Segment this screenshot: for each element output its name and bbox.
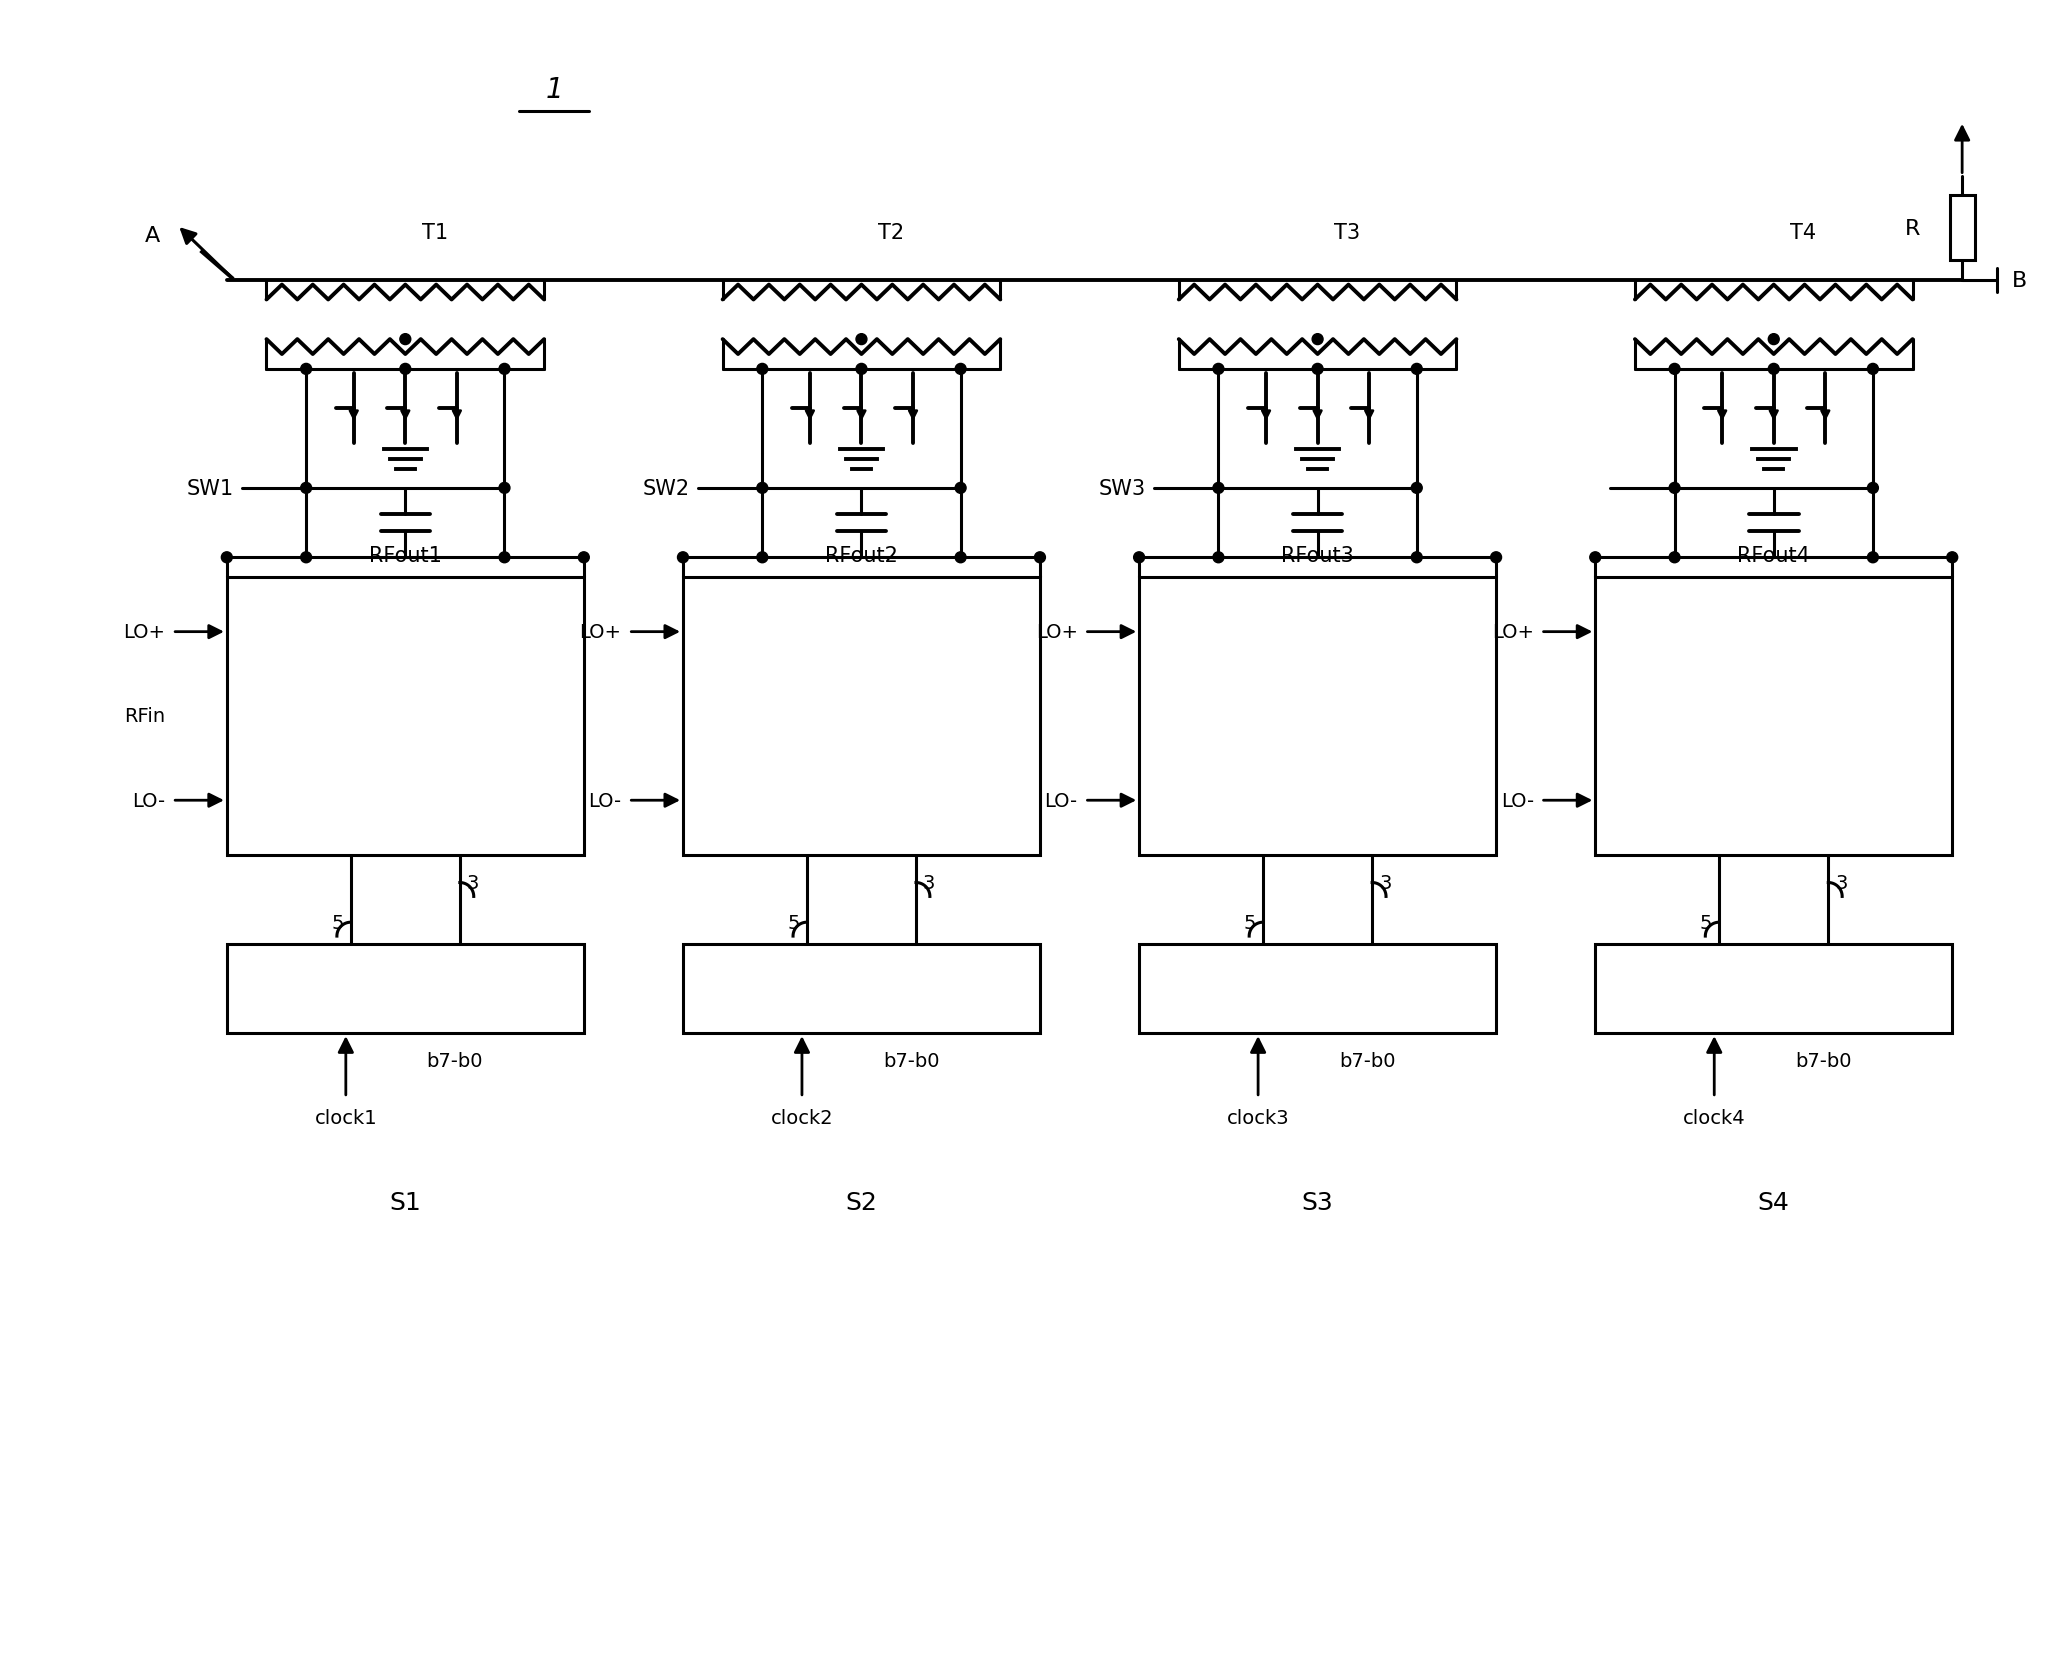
Circle shape xyxy=(1034,553,1046,563)
Bar xyxy=(1139,578,1495,856)
Circle shape xyxy=(399,364,412,376)
Bar xyxy=(1139,945,1495,1034)
Text: clock2: clock2 xyxy=(771,1107,833,1127)
Circle shape xyxy=(1133,553,1144,563)
Text: T1: T1 xyxy=(422,223,449,243)
Text: LO+: LO+ xyxy=(1036,622,1077,642)
Text: 5: 5 xyxy=(788,914,800,932)
Text: RFout3: RFout3 xyxy=(1282,546,1355,566)
Text: S2: S2 xyxy=(846,1190,877,1215)
Circle shape xyxy=(757,553,767,563)
Circle shape xyxy=(1410,553,1423,563)
Text: SW2: SW2 xyxy=(643,478,691,498)
Circle shape xyxy=(1590,553,1601,563)
Text: b7-b0: b7-b0 xyxy=(1338,1051,1396,1071)
Circle shape xyxy=(1867,483,1878,495)
Text: LO-: LO- xyxy=(132,791,165,811)
Text: RFin: RFin xyxy=(124,707,165,727)
Text: LO-: LO- xyxy=(1501,791,1534,811)
Bar xyxy=(682,945,1040,1034)
Text: T2: T2 xyxy=(879,223,904,243)
Text: RFout1: RFout1 xyxy=(368,546,443,566)
Circle shape xyxy=(856,364,866,376)
Circle shape xyxy=(1669,483,1679,495)
Circle shape xyxy=(1946,553,1958,563)
Circle shape xyxy=(1214,483,1224,495)
Circle shape xyxy=(579,553,589,563)
Text: B: B xyxy=(2012,270,2027,291)
Circle shape xyxy=(678,553,689,563)
Circle shape xyxy=(399,334,412,346)
Circle shape xyxy=(1313,364,1324,376)
Circle shape xyxy=(955,483,966,495)
Text: clock1: clock1 xyxy=(314,1107,376,1127)
Circle shape xyxy=(856,334,866,346)
Circle shape xyxy=(1214,364,1224,376)
Circle shape xyxy=(757,364,767,376)
Text: T3: T3 xyxy=(1334,223,1361,243)
Bar xyxy=(1594,578,1952,856)
Text: A: A xyxy=(145,225,159,247)
Circle shape xyxy=(1410,364,1423,376)
Text: clock4: clock4 xyxy=(1683,1107,1745,1127)
Circle shape xyxy=(221,553,232,563)
Circle shape xyxy=(1669,364,1679,376)
Circle shape xyxy=(1669,553,1679,563)
Bar xyxy=(682,578,1040,856)
Text: 1: 1 xyxy=(546,76,562,104)
Text: 5: 5 xyxy=(331,914,343,932)
Text: b7-b0: b7-b0 xyxy=(883,1051,939,1071)
Circle shape xyxy=(498,483,511,495)
Bar xyxy=(227,578,583,856)
Text: S4: S4 xyxy=(1758,1190,1789,1215)
Text: 3: 3 xyxy=(467,874,480,892)
Text: S1: S1 xyxy=(389,1190,422,1215)
Text: LO+: LO+ xyxy=(579,622,622,642)
Circle shape xyxy=(1410,483,1423,495)
Text: 3: 3 xyxy=(922,874,935,892)
Circle shape xyxy=(1867,553,1878,563)
Circle shape xyxy=(1768,334,1778,346)
Circle shape xyxy=(300,364,312,376)
Text: LO+: LO+ xyxy=(1491,622,1534,642)
Circle shape xyxy=(300,553,312,563)
Text: LO-: LO- xyxy=(1044,791,1077,811)
Circle shape xyxy=(1768,364,1778,376)
Text: RFout2: RFout2 xyxy=(825,546,898,566)
Text: 3: 3 xyxy=(1834,874,1847,892)
Circle shape xyxy=(300,483,312,495)
Circle shape xyxy=(757,483,767,495)
Text: LO-: LO- xyxy=(589,791,622,811)
Circle shape xyxy=(1867,364,1878,376)
Circle shape xyxy=(1313,334,1324,346)
Bar xyxy=(1950,197,1975,260)
Text: b7-b0: b7-b0 xyxy=(426,1051,484,1071)
Text: 5: 5 xyxy=(1700,914,1712,932)
Bar xyxy=(227,945,583,1034)
Text: SW1: SW1 xyxy=(186,478,234,498)
Circle shape xyxy=(498,553,511,563)
Circle shape xyxy=(1491,553,1501,563)
Text: RFout4: RFout4 xyxy=(1737,546,1810,566)
Text: T4: T4 xyxy=(1791,223,1816,243)
Text: R: R xyxy=(1905,218,1921,238)
Bar xyxy=(1594,945,1952,1034)
Text: SW3: SW3 xyxy=(1098,478,1146,498)
Circle shape xyxy=(955,553,966,563)
Circle shape xyxy=(498,364,511,376)
Text: clock3: clock3 xyxy=(1226,1107,1290,1127)
Text: LO+: LO+ xyxy=(124,622,165,642)
Text: 5: 5 xyxy=(1243,914,1255,932)
Circle shape xyxy=(1214,553,1224,563)
Text: b7-b0: b7-b0 xyxy=(1795,1051,1851,1071)
Circle shape xyxy=(955,364,966,376)
Text: 3: 3 xyxy=(1379,874,1392,892)
Text: S3: S3 xyxy=(1301,1190,1334,1215)
